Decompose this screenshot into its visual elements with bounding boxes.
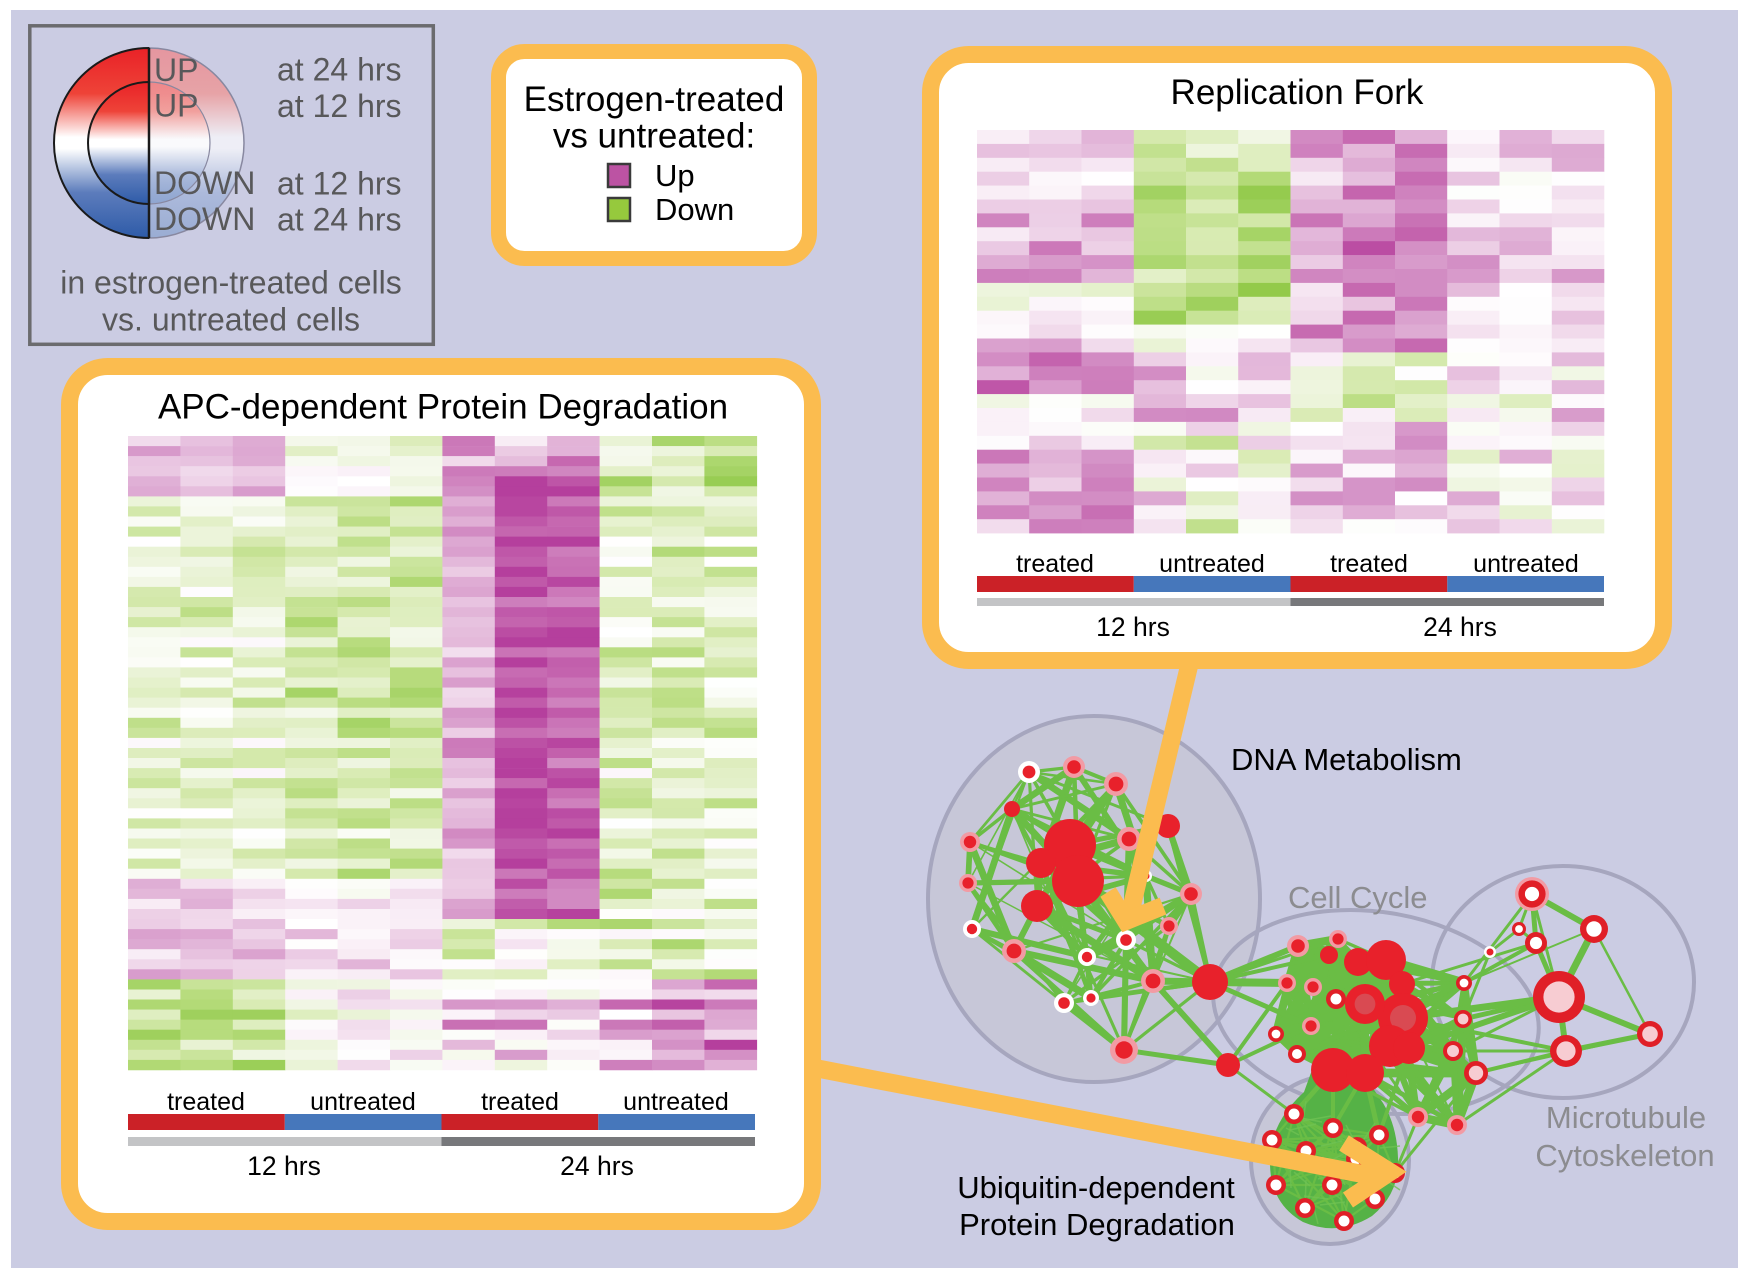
svg-text:UP: UP: [154, 52, 198, 88]
svg-text:DOWN: DOWN: [154, 201, 255, 237]
svg-text:in estrogen-treated cells: in estrogen-treated cells: [60, 265, 402, 301]
svg-text:Estrogen-treated: Estrogen-treated: [524, 80, 785, 119]
svg-text:Replication Fork: Replication Fork: [1171, 73, 1424, 112]
svg-text:at 24 hrs: at 24 hrs: [277, 52, 402, 88]
svg-text:treated: treated: [167, 1088, 245, 1116]
svg-text:at 12 hrs: at 12 hrs: [277, 166, 402, 202]
svg-text:Up: Up: [655, 158, 695, 193]
svg-text:treated: treated: [481, 1088, 559, 1116]
svg-text:vs. untreated cells: vs. untreated cells: [102, 302, 360, 338]
svg-text:Cytoskeleton: Cytoskeleton: [1535, 1138, 1714, 1173]
svg-text:at 24 hrs: at 24 hrs: [277, 202, 402, 238]
svg-text:vs untreated:: vs untreated:: [553, 117, 755, 156]
svg-text:12 hrs: 12 hrs: [1096, 612, 1170, 642]
svg-text:untreated: untreated: [1473, 550, 1579, 578]
svg-text:DNA Metabolism: DNA Metabolism: [1231, 742, 1462, 777]
svg-text:Microtubule: Microtubule: [1546, 1100, 1706, 1135]
svg-text:APC-dependent Protein Degradat: APC-dependent Protein Degradation: [158, 388, 728, 427]
svg-text:DOWN: DOWN: [154, 165, 255, 201]
svg-text:untreated: untreated: [1159, 550, 1265, 578]
svg-text:untreated: untreated: [623, 1088, 729, 1116]
svg-text:at 12 hrs: at 12 hrs: [277, 88, 402, 124]
svg-text:UP: UP: [154, 88, 198, 124]
svg-text:Protein Degradation: Protein Degradation: [959, 1207, 1235, 1242]
svg-text:treated: treated: [1330, 550, 1408, 578]
svg-text:24 hrs: 24 hrs: [560, 1151, 634, 1181]
svg-text:Ubiquitin-dependent: Ubiquitin-dependent: [957, 1170, 1235, 1205]
svg-text:Cell Cycle: Cell Cycle: [1288, 880, 1428, 915]
svg-text:treated: treated: [1016, 550, 1094, 578]
svg-text:12 hrs: 12 hrs: [247, 1151, 321, 1181]
svg-text:Down: Down: [655, 192, 734, 227]
svg-text:24 hrs: 24 hrs: [1423, 612, 1497, 642]
svg-text:untreated: untreated: [310, 1088, 416, 1116]
